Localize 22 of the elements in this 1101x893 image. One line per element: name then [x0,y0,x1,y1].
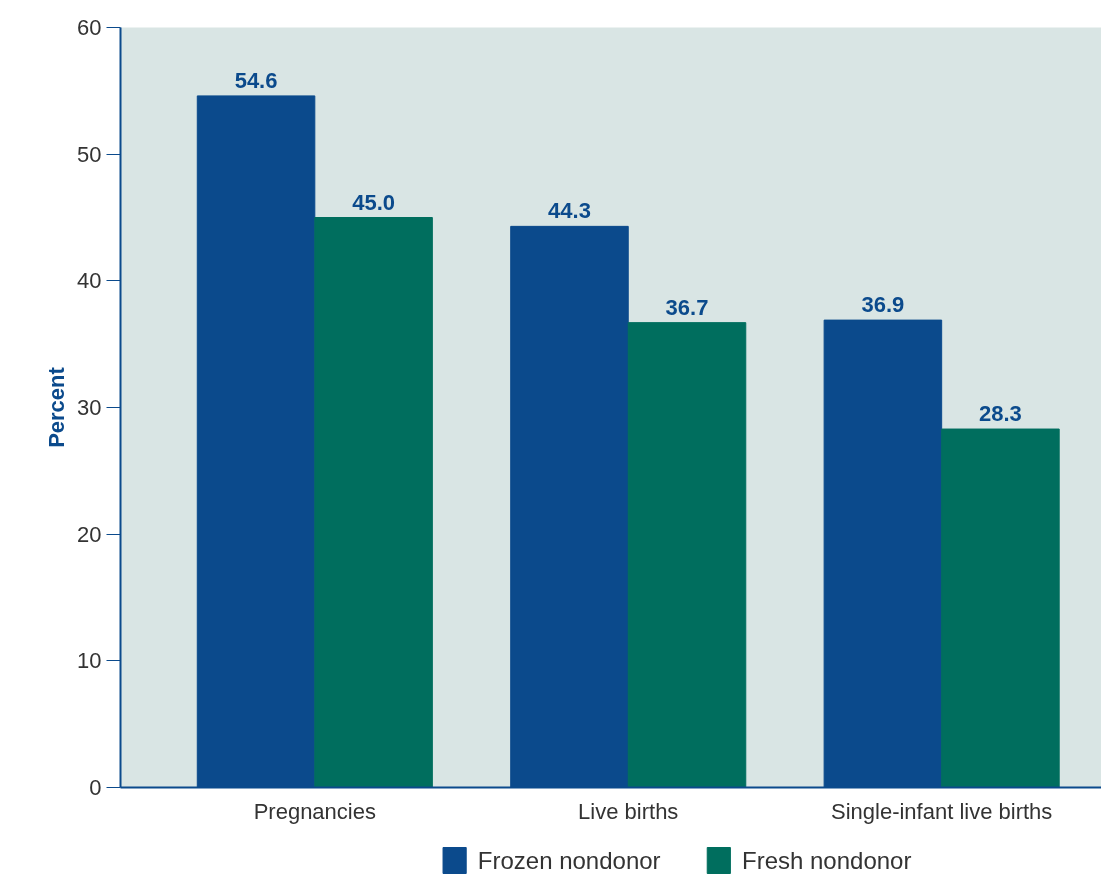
y-tick-label: 30 [77,395,102,420]
data-label: 44.3 [548,198,591,224]
y-tick-label: 0 [89,775,102,800]
data-label: 45.0 [352,189,395,215]
x-tick-label: Live births [578,798,679,824]
data-label: 36.7 [665,294,709,320]
bar [941,428,1060,788]
data-label: 54.6 [234,67,278,93]
y-tick-label: 50 [77,141,102,167]
legend-label: Fresh nondonor [741,847,912,874]
y-tick-label: 20 [77,521,102,547]
y-tick-label: 60 [77,15,102,40]
data-label: 36.9 [861,292,905,318]
data-label: 28.3 [979,401,1022,427]
x-tick-label: Single-infant live births [830,798,1053,824]
y-tick-label: 40 [77,268,102,294]
bar [314,217,433,788]
bar [627,322,747,788]
y-tick-label: 10 [77,648,102,674]
legend-label: Frozen nondonor [477,847,661,874]
y-axis-title: Percent [44,366,70,448]
x-tick-label: Pregnancies [253,798,376,824]
